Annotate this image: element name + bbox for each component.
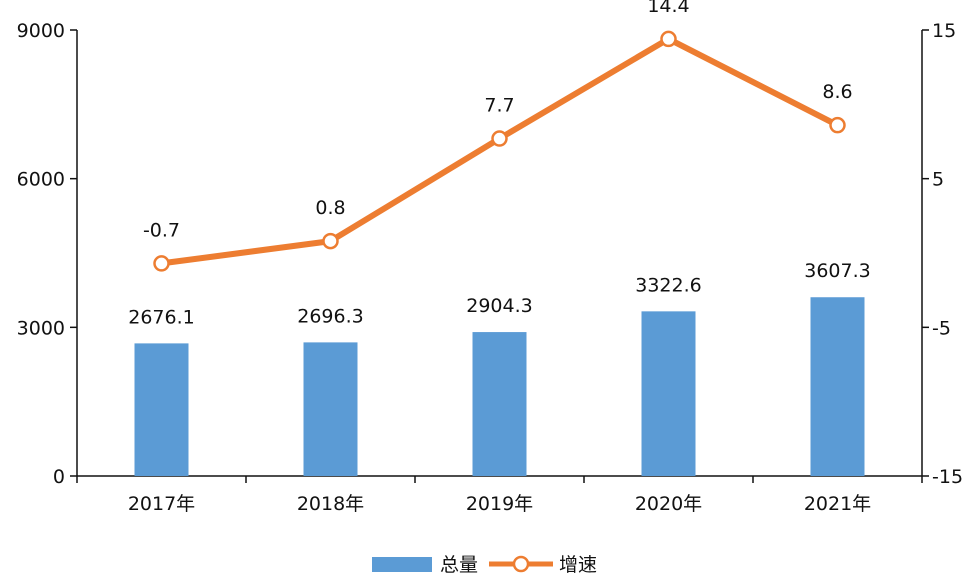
growth-line-path — [158, 35, 841, 267]
x-tick-label: 2018年 — [297, 493, 364, 515]
data-labels: 2676.1 2696.3 2904.3 3322.6 3607.3 -0.7 0.8 7.7… — [128, 0, 870, 328]
y-left-tick-label: 0 — [53, 466, 65, 488]
bar-series — [134, 297, 865, 476]
x-tick-label: 2021年 — [804, 493, 871, 515]
y-left-tick-label: 9000 — [17, 20, 65, 42]
y-right-tick-label: 15 — [932, 20, 956, 42]
line-data-label: -0.7 — [143, 219, 180, 241]
legend-swatch-total — [372, 557, 432, 572]
y-left-tick-label: 6000 — [17, 169, 65, 191]
bar-data-label: 2696.3 — [297, 305, 363, 327]
growth-marker — [829, 116, 846, 134]
y-left-tick-label: 3000 — [17, 317, 65, 339]
growth-marker — [491, 130, 508, 147]
legend: 总量 增速 — [372, 554, 597, 576]
legend-swatch-growth-marker — [512, 555, 530, 573]
x-tick-label: 2019年 — [466, 493, 533, 515]
line-series — [153, 30, 846, 272]
bar-data-label: 2676.1 — [128, 306, 194, 328]
growth-marker — [153, 255, 170, 272]
bar-data-label: 3322.6 — [635, 274, 701, 296]
x-tick-label: 2020年 — [635, 493, 702, 515]
bar-data-label: 2904.3 — [466, 295, 532, 317]
y-right-tick-label: -15 — [932, 466, 963, 488]
bar — [303, 342, 358, 476]
bar — [810, 297, 865, 476]
bar — [472, 332, 527, 476]
legend-label-growth: 增速 — [559, 554, 597, 576]
y-right-tick-label: 5 — [932, 169, 944, 191]
line-data-label: 0.8 — [315, 197, 345, 219]
bar — [641, 311, 696, 476]
growth-marker — [322, 232, 339, 250]
bar-data-label: 3607.3 — [804, 260, 870, 282]
axes: 0 3000 6000 9000 -15 -5 5 15 2017年 2018年 2019年 2020… — [17, 20, 963, 515]
y-right-tick-label: -5 — [932, 317, 951, 339]
line-data-label: 14.4 — [647, 0, 689, 17]
x-tick-label: 2017年 — [128, 493, 195, 515]
line-data-label: 7.7 — [484, 95, 514, 117]
line-data-label: 8.6 — [822, 81, 852, 103]
growth-marker — [660, 30, 677, 48]
legend-label-total: 总量 — [440, 554, 478, 576]
bar — [134, 343, 189, 476]
